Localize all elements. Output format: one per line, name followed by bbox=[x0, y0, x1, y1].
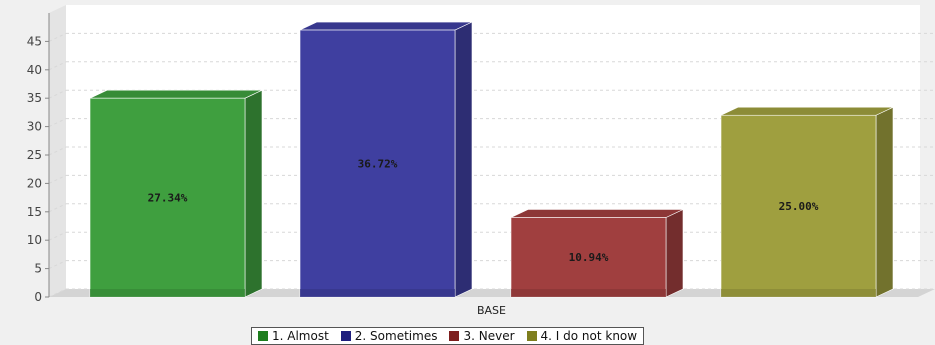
bar-top bbox=[299, 21, 473, 31]
y-tick-label: 40 bbox=[27, 63, 42, 77]
bars bbox=[89, 21, 894, 298]
y-tick-label: 0 bbox=[34, 290, 42, 304]
legend-item-never: 3. Never bbox=[449, 329, 515, 343]
bar-2 bbox=[299, 21, 473, 298]
side-wall bbox=[49, 5, 66, 297]
bar-front bbox=[89, 97, 246, 298]
bar-front bbox=[510, 217, 667, 298]
legend-label-never: 3. Never bbox=[463, 329, 515, 343]
y-tick-label: 35 bbox=[27, 91, 42, 105]
y-tick-label: 25 bbox=[27, 148, 42, 162]
bar-base-band bbox=[300, 289, 455, 297]
data-label-4: 25.00% bbox=[779, 200, 819, 213]
y-tick-label: 45 bbox=[27, 34, 42, 48]
y-tick-label: 5 bbox=[34, 262, 42, 276]
category-label-base: BASE bbox=[477, 304, 506, 317]
y-axis: 0 5 10 15 20 25 30 35 40 45 bbox=[27, 13, 50, 304]
bar-4 bbox=[720, 106, 894, 298]
bar-front bbox=[299, 29, 456, 298]
legend-swatch-do-not-know bbox=[526, 331, 537, 341]
legend-item-do-not-know: 4. I do not know bbox=[526, 329, 638, 343]
y-tick-label: 10 bbox=[27, 233, 42, 247]
bar-1 bbox=[89, 89, 263, 298]
bar-top bbox=[720, 106, 894, 116]
bar-top bbox=[510, 209, 684, 218]
data-labels: 27.34% 36.72% 10.94% 25.00% bbox=[148, 158, 819, 265]
bar-base-band bbox=[721, 289, 876, 297]
y-tick-label: 15 bbox=[27, 205, 42, 219]
legend-label-almost: 1. Almost bbox=[272, 329, 329, 343]
y-tick-label: 20 bbox=[27, 176, 42, 190]
legend-item-sometimes: 2. Sometimes bbox=[340, 329, 438, 343]
bar-side bbox=[244, 89, 263, 298]
legend-swatch-never bbox=[449, 331, 460, 341]
legend-item-almost: 1. Almost bbox=[258, 329, 329, 343]
bar-base-band bbox=[90, 289, 245, 297]
bar-top bbox=[89, 89, 263, 99]
legend-label-do-not-know: 4. I do not know bbox=[540, 329, 638, 343]
data-label-2: 36.72% bbox=[358, 158, 398, 171]
bar-side bbox=[454, 21, 473, 298]
data-label-1: 27.34% bbox=[148, 192, 188, 205]
legend: 1. Almost 2. Sometimes 3. Never 4. I do … bbox=[251, 327, 645, 345]
bar-side bbox=[875, 106, 894, 298]
bar-3 bbox=[510, 209, 684, 298]
bar-side bbox=[665, 209, 684, 298]
data-label-3: 10.94% bbox=[569, 251, 609, 264]
bar-base-band bbox=[511, 289, 666, 297]
bar-front bbox=[720, 114, 877, 298]
floor bbox=[49, 289, 935, 297]
y-tick-label: 30 bbox=[27, 120, 42, 134]
legend-label-sometimes: 2. Sometimes bbox=[354, 329, 438, 343]
legend-swatch-almost bbox=[258, 331, 268, 341]
legend-swatch-sometimes bbox=[340, 331, 351, 341]
